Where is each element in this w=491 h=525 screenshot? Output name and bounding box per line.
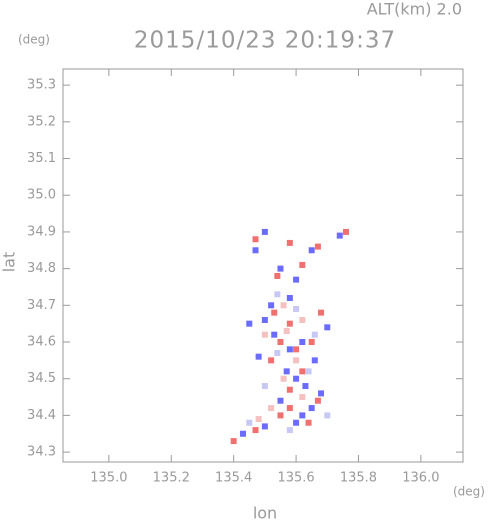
radar-cell [305,368,312,375]
y-tick-label: 35.0 [27,188,56,203]
radar-cell [318,309,325,316]
x-tick-label: 135.8 [340,471,377,486]
radar-cell [274,272,281,279]
radar-cell [293,357,300,364]
x-tick-label: 135.6 [277,471,314,486]
y-tick-label: 34.3 [27,445,56,460]
y-tick-label: 35.3 [27,78,56,93]
radar-cell [293,375,300,382]
radar-cell [271,331,278,338]
radar-cell [299,316,306,323]
radar-cell [277,412,284,419]
radar-cell [286,405,293,412]
chart-subtitle: ALT(km) 2.0 [367,0,462,19]
radar-cell [268,357,275,364]
radar-cell [286,294,293,301]
y-unit: (deg) [18,33,50,47]
radar-cell [342,228,349,235]
radar-cell [261,331,268,338]
radar-cell [277,265,284,272]
radar-cell [302,383,309,390]
radar-cell [299,261,306,268]
radar-cell [274,291,281,298]
radar-cell [230,438,237,445]
radar-cell [268,405,275,412]
radar-cell [252,236,259,243]
radar-cell [314,397,321,404]
radar-cell [293,276,300,283]
radar-cell [280,375,287,382]
y-tick-label: 35.1 [27,151,56,166]
radar-cell [240,430,247,437]
radar-cell [286,239,293,246]
radar-cell [261,423,268,430]
plot-frame [62,68,464,463]
radar-cell [299,339,306,346]
radar-cell [261,383,268,390]
radar-cell [246,320,253,327]
radar-cell [299,412,306,419]
radar-cell [286,427,293,434]
radar-cell [286,320,293,327]
y-tick-label: 34.9 [27,224,56,239]
radar-cell [308,339,315,346]
radar-cell [336,232,343,239]
radar-cell [324,412,331,419]
y-tick-label: 34.4 [27,408,56,423]
radar-cell [293,346,300,353]
y-tick-label: 34.8 [27,261,56,276]
radar-cell [246,419,253,426]
x-unit: (deg) [453,485,485,499]
x-tick-label: 135.2 [153,471,190,486]
radar-cell [283,328,290,334]
radar-cell [261,316,268,323]
y-tick-label: 35.2 [27,114,56,129]
radar-cell [293,305,300,312]
radar-cell [280,302,287,309]
radar-cell [318,390,325,397]
radar-cell [324,324,331,331]
radar-cell [252,427,259,434]
y-tick-label: 34.7 [27,298,56,313]
x-axis-label: lon [253,504,277,522]
radar-cell [277,339,284,346]
x-tick-label: 135.4 [215,471,252,486]
radar-cell [308,247,315,254]
y-tick-label: 34.5 [27,371,56,386]
radar-cell [255,416,262,423]
radar-cell [308,405,315,412]
radar-cell [261,228,268,235]
radar-cell [277,397,284,404]
radar-cell [252,247,259,254]
radar-cell [286,386,293,393]
radar-cell [283,368,290,375]
radar-cell [311,331,318,338]
radar-cell [314,243,321,250]
y-axis-label: lat [0,252,19,273]
radar-cell [299,368,306,375]
radar-cell [271,309,278,316]
radar-cell [311,357,318,364]
radar-cell [299,394,306,401]
radar-cell [286,346,293,353]
chart-title: 2015/10/23 20:19:37 [134,28,396,54]
x-tick-label: 136.0 [402,471,439,486]
x-tick-label: 135.0 [90,471,127,486]
radar-cell [255,353,262,360]
radar-cell [305,419,312,426]
radar-cell [268,302,275,309]
radar-cell [274,350,281,357]
radar-cell [293,419,300,426]
y-tick-label: 34.6 [27,335,56,350]
